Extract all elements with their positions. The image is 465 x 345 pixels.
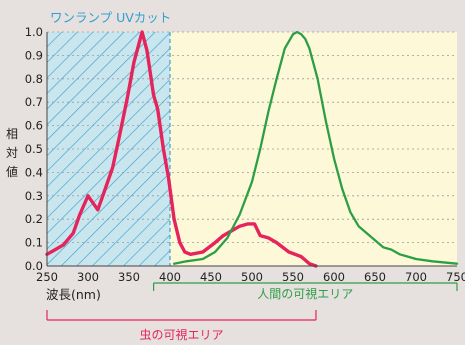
series-line-1 bbox=[45, 30, 318, 268]
y-tick-label: 0.1 bbox=[25, 236, 43, 250]
series-line-2 bbox=[172, 30, 459, 265]
x-tick-label: 550 bbox=[282, 270, 304, 284]
x-tick-label: 450 bbox=[200, 270, 222, 284]
x-tick-label: 350 bbox=[118, 270, 140, 284]
range-annotation-1: 人間の可視エリア bbox=[153, 282, 458, 301]
gridlines bbox=[47, 31, 457, 244]
x-tick-label: 650 bbox=[364, 270, 386, 284]
x-tick-labels: 250 300 350 400 450 500 550 600 650 700 750 bbox=[36, 270, 465, 284]
y-axis-label-char: 値 bbox=[6, 164, 18, 179]
x-tick-label: 750 bbox=[446, 270, 465, 284]
x-tick-label: 600 bbox=[323, 270, 345, 284]
x-tick-label: 300 bbox=[77, 270, 99, 284]
y-axis-label-char: 相 bbox=[6, 127, 18, 141]
x-axis-label: 波長(nm) bbox=[46, 287, 101, 302]
x-tick-label: 500 bbox=[241, 270, 263, 284]
y-tick-label: 0.5 bbox=[25, 142, 43, 156]
y-tick-label: 0.6 bbox=[25, 119, 43, 133]
range-annotation-2: 虫の可視エリア bbox=[46, 310, 317, 342]
y-axis-label: 相対値 bbox=[6, 127, 18, 179]
y-tick-label: 0.0 bbox=[25, 259, 43, 273]
y-tick-labels: 0.0 0.1 0.2 0.3 0.4 0.5 0.6 0.7 0.8 0.9 1.0 bbox=[25, 25, 43, 273]
y-tick-label: 0.8 bbox=[25, 72, 43, 86]
x-tick-label: 400 bbox=[159, 270, 181, 284]
x-tick-label: 700 bbox=[405, 270, 427, 284]
y-tick-label: 1.0 bbox=[25, 25, 43, 39]
y-axis-label-char: 対 bbox=[6, 146, 18, 160]
uv-cut-band-label: ワンランプ UVカット bbox=[50, 10, 171, 25]
y-tick-label: 0.9 bbox=[25, 48, 43, 62]
x-tick-label: 250 bbox=[36, 270, 58, 284]
range-annotation-label: 虫の可視エリア bbox=[139, 327, 223, 342]
y-tick-label: 0.3 bbox=[25, 189, 43, 203]
series-layer bbox=[45, 30, 459, 268]
range-annotation-label: 人間の可視エリア bbox=[257, 286, 353, 301]
y-tick-label: 0.4 bbox=[25, 165, 43, 179]
y-tick-label: 0.2 bbox=[25, 212, 43, 226]
y-tick-label: 0.7 bbox=[25, 95, 43, 109]
